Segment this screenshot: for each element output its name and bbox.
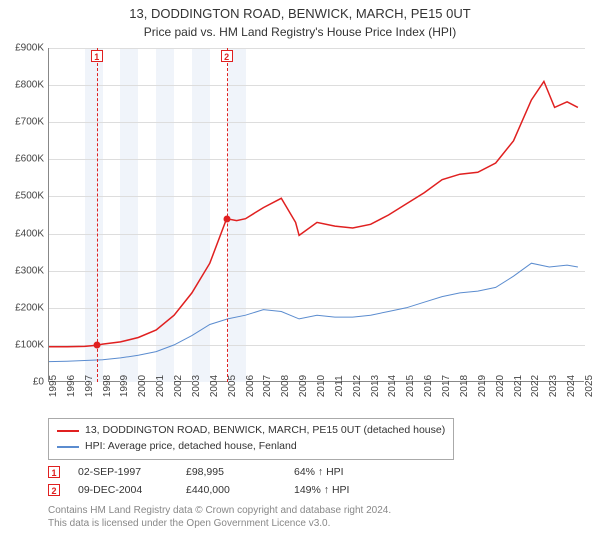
legend-row: 13, DODDINGTON ROAD, BENWICK, MARCH, PE1…: [57, 423, 445, 439]
sale-row: 2 09-DEC-2004 £440,000 149% ↑ HPI: [48, 484, 584, 496]
x-tick-label: 2022: [530, 375, 541, 397]
y-tick-label: £700K: [15, 117, 44, 128]
x-tick-label: 2014: [387, 375, 398, 397]
marker-box-1: 1: [91, 50, 103, 62]
sale-date: 02-SEP-1997: [78, 466, 168, 478]
marker-dot: [223, 215, 230, 222]
y-tick-label: £0: [33, 377, 44, 388]
series-property: [49, 81, 578, 346]
sales-table: 1 02-SEP-1997 £98,995 64% ↑ HPI 2 09-DEC-2004…: [48, 466, 584, 496]
legend-swatch: [57, 446, 79, 448]
x-tick-label: 2005: [227, 375, 238, 397]
x-tick-label: 2016: [423, 375, 434, 397]
x-tick-label: 2000: [137, 375, 148, 397]
y-tick-label: £400K: [15, 228, 44, 239]
sale-price: £440,000: [186, 484, 276, 496]
legend-label: 13, DODDINGTON ROAD, BENWICK, MARCH, PE1…: [85, 423, 445, 439]
series-hpi: [49, 263, 578, 361]
sale-marker-box: 1: [48, 466, 60, 478]
chart-area: 12 £0£100K£200K£300K£400K£500K£600K£700K…: [48, 48, 584, 382]
marker-dash: [97, 48, 98, 382]
x-tick-label: 2019: [477, 375, 488, 397]
x-tick-label: 2025: [584, 375, 595, 397]
sale-row: 1 02-SEP-1997 £98,995 64% ↑ HPI: [48, 466, 584, 478]
x-tick-label: 1995: [48, 375, 59, 397]
credit-text: Contains HM Land Registry data © Crown c…: [48, 504, 584, 530]
credit-line2: This data is licensed under the Open Gov…: [48, 517, 584, 530]
sale-date: 09-DEC-2004: [78, 484, 168, 496]
plot: 12: [48, 48, 584, 382]
x-tick-label: 1997: [84, 375, 95, 397]
legend-area: 13, DODDINGTON ROAD, BENWICK, MARCH, PE1…: [48, 418, 584, 530]
chart-lines: [49, 48, 585, 382]
y-tick-label: £300K: [15, 265, 44, 276]
x-tick-label: 2002: [173, 375, 184, 397]
x-tick-label: 2023: [548, 375, 559, 397]
x-tick-label: 2020: [495, 375, 506, 397]
x-tick-label: 2004: [209, 375, 220, 397]
x-tick-label: 1999: [119, 375, 130, 397]
x-tick-label: 2015: [405, 375, 416, 397]
legend-row: HPI: Average price, detached house, Fenl…: [57, 439, 445, 455]
legend-box: 13, DODDINGTON ROAD, BENWICK, MARCH, PE1…: [48, 418, 454, 460]
sale-hpi: 64% ↑ HPI: [294, 466, 384, 478]
x-tick-label: 2013: [370, 375, 381, 397]
y-tick-label: £900K: [15, 43, 44, 54]
x-tick-label: 1996: [66, 375, 77, 397]
x-tick-label: 2021: [513, 375, 524, 397]
chart-title: 13, DODDINGTON ROAD, BENWICK, MARCH, PE1…: [0, 0, 600, 23]
marker-dot: [93, 342, 100, 349]
x-tick-label: 2001: [155, 375, 166, 397]
x-tick-label: 2006: [245, 375, 256, 397]
x-tick-label: 2024: [566, 375, 577, 397]
marker-box-2: 2: [221, 50, 233, 62]
sale-hpi: 149% ↑ HPI: [294, 484, 384, 496]
x-tick-label: 2018: [459, 375, 470, 397]
credit-line1: Contains HM Land Registry data © Crown c…: [48, 504, 584, 517]
y-tick-label: £500K: [15, 191, 44, 202]
chart-subtitle: Price paid vs. HM Land Registry's House …: [0, 23, 600, 39]
x-tick-label: 1998: [102, 375, 113, 397]
x-tick-label: 2012: [352, 375, 363, 397]
sale-marker-box: 2: [48, 484, 60, 496]
y-tick-label: £200K: [15, 302, 44, 313]
x-tick-label: 2008: [280, 375, 291, 397]
legend-swatch: [57, 430, 79, 432]
x-tick-label: 2003: [191, 375, 202, 397]
y-tick-label: £800K: [15, 80, 44, 91]
y-tick-label: £100K: [15, 339, 44, 350]
x-tick-label: 2010: [316, 375, 327, 397]
legend-label: HPI: Average price, detached house, Fenl…: [85, 439, 297, 455]
x-tick-label: 2017: [441, 375, 452, 397]
sale-price: £98,995: [186, 466, 276, 478]
chart-container: 13, DODDINGTON ROAD, BENWICK, MARCH, PE1…: [0, 0, 600, 560]
x-tick-label: 2011: [334, 375, 345, 397]
y-tick-label: £600K: [15, 154, 44, 165]
x-tick-label: 2009: [298, 375, 309, 397]
x-tick-label: 2007: [262, 375, 273, 397]
